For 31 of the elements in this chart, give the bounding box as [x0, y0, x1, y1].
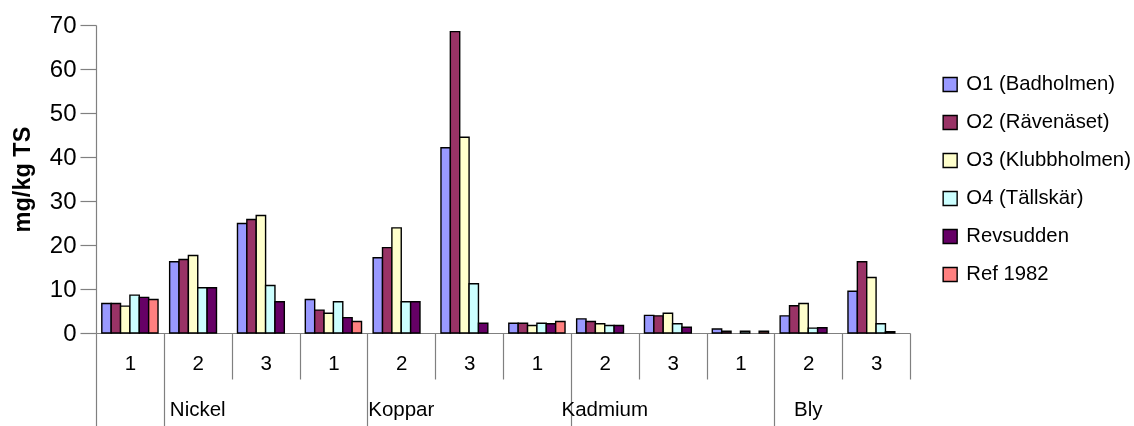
- y-tick-label: 20: [49, 230, 77, 258]
- legend-label: O3 (Klubbholmen): [966, 148, 1131, 171]
- x-tick-label: 3: [870, 350, 883, 374]
- y-tick-label: 70: [49, 10, 77, 38]
- y-tick-label: 30: [49, 186, 77, 214]
- x-tick-label: 3: [463, 350, 476, 374]
- x-tick-label: 2: [192, 350, 204, 374]
- x-tick-label: 1: [124, 350, 137, 374]
- text: Kadmium: [561, 397, 649, 420]
- text: Bly: [794, 397, 824, 420]
- legend-label: Revsudden: [966, 224, 1069, 247]
- x-tick-label: 3: [260, 350, 272, 374]
- x-tick-label: 1: [328, 350, 340, 374]
- legend-label: O1 (Badholmen): [966, 72, 1116, 95]
- legend-label: O4 (Tällskär): [966, 186, 1084, 209]
- legend-label: O2 (Rävenäset): [966, 110, 1110, 133]
- x-tick-label: 1: [735, 350, 747, 374]
- y-tick-label: 60: [49, 54, 77, 82]
- text: Koppar: [368, 397, 435, 420]
- x-tick-label: 2: [396, 350, 408, 374]
- y-tick-label: 50: [49, 98, 77, 126]
- x-tick-label: 3: [667, 350, 679, 374]
- y-tick-label: 40: [49, 142, 77, 170]
- x-tick-label: 1: [531, 350, 544, 374]
- x-tick-label: 2: [599, 350, 611, 374]
- legend-label: Ref 1982: [966, 262, 1049, 285]
- text: Nickel: [169, 397, 226, 420]
- y-tick-label: 0: [63, 318, 77, 346]
- y-axis-title: mg/kg TS: [8, 126, 35, 233]
- y-tick-label: 10: [49, 274, 77, 302]
- x-tick-label: 2: [803, 350, 815, 374]
